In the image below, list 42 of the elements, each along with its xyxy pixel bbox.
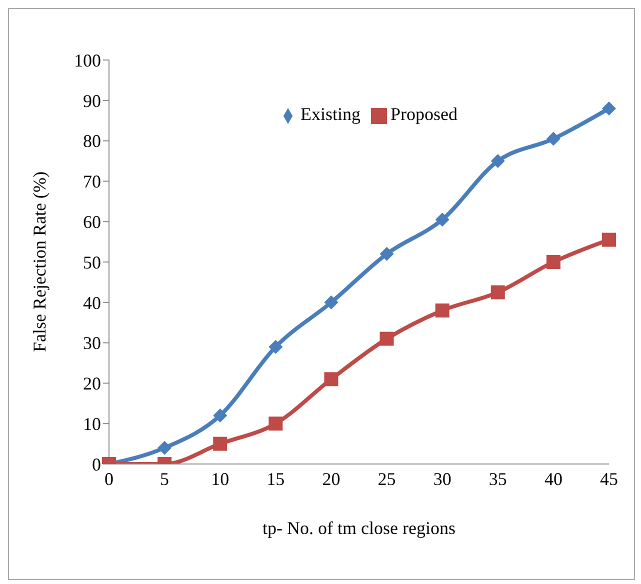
point bbox=[213, 436, 228, 451]
point bbox=[490, 154, 505, 168]
y-tick-label: 100 bbox=[74, 50, 101, 70]
point bbox=[268, 340, 283, 354]
point bbox=[435, 212, 450, 227]
legend-label: Proposed bbox=[390, 104, 458, 124]
x-tick-label: 15 bbox=[266, 468, 285, 489]
y-tick-label: 0 bbox=[92, 454, 101, 474]
x-tick-label: 5 bbox=[160, 468, 170, 489]
y-tick-label: 70 bbox=[83, 172, 101, 192]
x-tick-label: 10 bbox=[211, 468, 230, 489]
x-tick-label: 35 bbox=[488, 468, 507, 489]
point bbox=[380, 332, 394, 346]
y-tick-label: 10 bbox=[83, 414, 101, 434]
point bbox=[490, 285, 505, 300]
x-tick-label: 30 bbox=[433, 468, 452, 489]
point bbox=[435, 303, 450, 318]
point bbox=[158, 440, 172, 455]
point bbox=[546, 132, 560, 146]
x-tick-label: 45 bbox=[600, 468, 618, 489]
point bbox=[380, 246, 394, 261]
y-tick-label: 20 bbox=[83, 374, 101, 394]
x-tick-label: 40 bbox=[544, 468, 562, 489]
point bbox=[602, 101, 616, 116]
y-axis-title: False Rejection Rate (%) bbox=[29, 172, 50, 352]
x-tick-label: 25 bbox=[378, 468, 396, 489]
y-tick-label: 30 bbox=[83, 333, 101, 354]
x-tick-label: 0 bbox=[104, 468, 114, 489]
point bbox=[324, 372, 338, 386]
point bbox=[546, 255, 560, 269]
x-tick-label: 20 bbox=[322, 468, 340, 489]
point bbox=[268, 416, 283, 431]
y-tick-label: 50 bbox=[83, 252, 101, 272]
y-tick-label: 80 bbox=[83, 131, 101, 152]
legend-label: Existing bbox=[300, 104, 360, 124]
point bbox=[602, 232, 616, 247]
y-tick-label: 40 bbox=[83, 292, 101, 313]
x-axis-title: tp- No. of tm close regions bbox=[262, 518, 456, 538]
y-tick-label: 90 bbox=[83, 90, 101, 111]
point bbox=[324, 295, 338, 310]
point bbox=[213, 408, 228, 423]
y-tick-label: 60 bbox=[83, 212, 101, 232]
